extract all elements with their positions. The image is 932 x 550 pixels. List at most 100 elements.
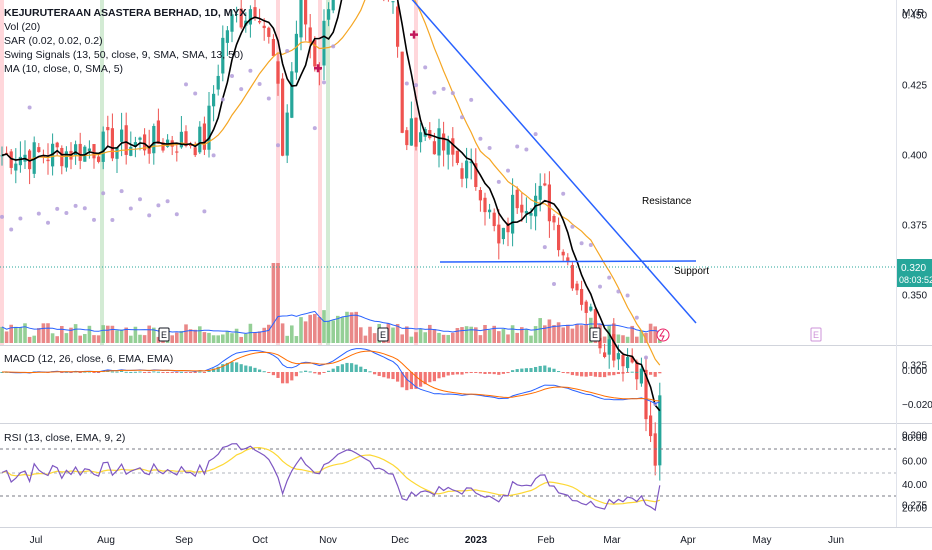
volume-bar xyxy=(133,326,138,343)
candle-body xyxy=(290,71,294,118)
candle-body xyxy=(193,147,197,156)
rsi-ma-line xyxy=(1,446,660,505)
macd-hist-bar xyxy=(492,372,496,375)
macd-hist-bar xyxy=(465,372,469,374)
time-tick: 2023 xyxy=(465,535,488,546)
swing-legend[interactable]: Swing Signals (13, 50, close, 9, SMA, SM… xyxy=(4,49,243,61)
sar-dot xyxy=(441,86,446,91)
sar-dot xyxy=(202,209,207,214)
candle-body xyxy=(55,142,59,148)
candle-body xyxy=(658,395,662,466)
volume-bar xyxy=(207,332,211,343)
macd-hist-bar xyxy=(557,371,561,373)
earnings-marker-label: E xyxy=(161,330,167,340)
macd-hist-bar xyxy=(262,371,266,373)
volume-bar xyxy=(96,335,101,343)
resistance-label: Resistance xyxy=(642,196,692,207)
support-line[interactable] xyxy=(439,260,697,263)
sar-legend[interactable]: SAR (0.02, 0.02, 0.2) xyxy=(4,35,103,47)
macd-hist-bar xyxy=(0,372,4,373)
candle-body xyxy=(396,6,400,47)
rsi-legend[interactable]: RSI (13, close, EMA, 9, 2) xyxy=(4,432,125,444)
sar-dot xyxy=(193,91,198,96)
macd-hist-bar xyxy=(506,372,510,374)
volume-bar xyxy=(234,328,239,343)
macd-hist-bar xyxy=(432,372,436,382)
macd-hist-bar xyxy=(83,371,87,373)
rsi-tick: 80.00 xyxy=(902,433,927,444)
rsi-tick: 40.00 xyxy=(902,480,927,491)
candle-body xyxy=(561,251,565,256)
volume-bar xyxy=(253,332,257,343)
candle-body xyxy=(143,134,147,151)
macd-hist-bar xyxy=(299,371,303,373)
candle-body xyxy=(322,20,326,66)
macd-hist-bar xyxy=(92,372,96,373)
volume-bar xyxy=(317,316,322,343)
macd-hist-bar xyxy=(414,372,418,389)
ma-line xyxy=(1,0,661,412)
sar-dot xyxy=(248,68,253,73)
swing-band xyxy=(100,0,104,345)
cross-marker xyxy=(314,64,322,73)
volume-legend[interactable]: Vol (20) xyxy=(4,21,40,33)
candle-body xyxy=(607,339,611,355)
price-tick: 0.350 xyxy=(902,291,927,302)
volume-bar xyxy=(644,332,648,343)
macd-legend[interactable]: MACD (12, 26, close, 6, EMA, EMA) xyxy=(4,353,173,365)
candle-body xyxy=(97,156,101,162)
symbol-title[interactable]: KEJURUTERAAN ASASTERA BERHAD, 1D, MYX xyxy=(4,7,247,19)
candle-body xyxy=(120,129,124,142)
time-axis[interactable]: Jul Aug Sep Oct Nov Dec 2023 Feb Mar Apr May Jun xyxy=(30,535,844,546)
macd-hist-bar xyxy=(561,372,565,373)
sar-dot xyxy=(487,146,492,151)
sar-dot xyxy=(211,153,216,158)
sar-dot xyxy=(82,206,87,211)
macd-hist-bar xyxy=(138,371,142,373)
macd-hist-bar xyxy=(423,372,427,385)
candle-body xyxy=(161,142,165,151)
volume-bar xyxy=(110,325,115,343)
candle-body xyxy=(46,159,50,162)
time-tick: Oct xyxy=(252,535,268,546)
resistance-line[interactable] xyxy=(352,0,697,324)
macd-axis[interactable]: 0.000 −0.020 xyxy=(902,366,932,411)
candle-body xyxy=(216,75,220,90)
volume-bar xyxy=(216,335,220,343)
price-axis[interactable]: MYR 0.4750.4500.4250.4000.3750.3500.3250… xyxy=(902,0,927,512)
volume-bar xyxy=(529,335,533,343)
volume-bar xyxy=(363,335,368,343)
candle-body xyxy=(124,125,128,155)
volume-bar xyxy=(354,311,358,343)
volume-bar xyxy=(271,263,276,343)
candle-body xyxy=(235,14,239,16)
volume-bar xyxy=(32,335,36,343)
macd-hist-bar xyxy=(322,372,326,373)
candle-body xyxy=(18,156,22,166)
volume-bar xyxy=(221,334,225,343)
sar-dot xyxy=(469,97,474,102)
volume-bar xyxy=(575,324,579,343)
sar-dot xyxy=(110,217,115,222)
candle-body xyxy=(474,163,478,187)
sar-dot xyxy=(478,136,483,141)
macd-hist-bar xyxy=(580,372,584,377)
macd-hist-bar xyxy=(267,372,271,373)
macd-hist-bar xyxy=(607,372,611,376)
volume-bar xyxy=(483,325,487,343)
volume-bar xyxy=(78,335,82,343)
ma-legend[interactable]: MA (10, close, 0, SMA, 5) xyxy=(4,63,123,75)
candle-body xyxy=(258,21,262,23)
rsi-axis[interactable]: 80.00 60.00 40.00 20.00 xyxy=(902,433,927,515)
macd-hist-bar xyxy=(584,372,588,377)
earnings-marker-box xyxy=(158,327,170,342)
macd-hist-bar xyxy=(235,362,239,372)
candle-body xyxy=(156,120,160,144)
macd-hist-bar xyxy=(547,367,551,372)
replay-icon[interactable] xyxy=(656,328,670,342)
candle-body xyxy=(221,37,225,74)
sar-dot xyxy=(156,203,161,208)
volume-bar xyxy=(510,325,515,343)
